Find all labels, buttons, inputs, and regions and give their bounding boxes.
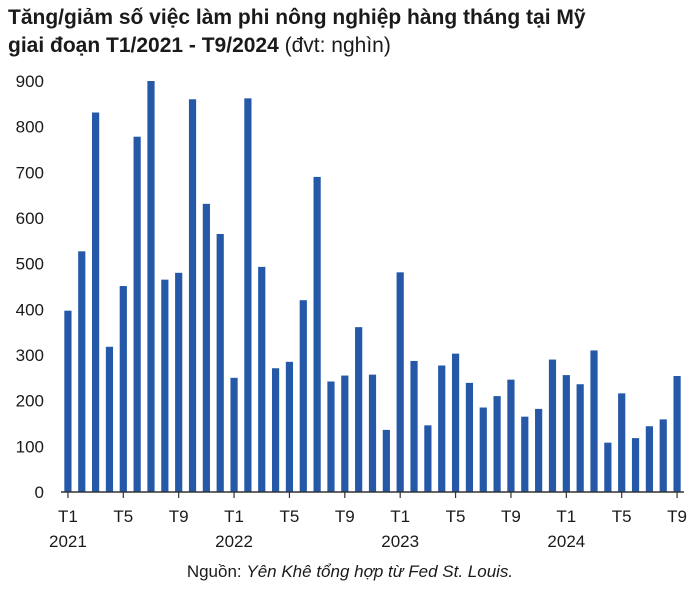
- bar: [659, 419, 667, 492]
- y-tick-label: 500: [16, 255, 44, 274]
- bar: [202, 203, 210, 492]
- x-tick-label: T1: [390, 507, 410, 526]
- bar: [590, 350, 598, 492]
- y-tick-label: 800: [16, 118, 44, 137]
- bar: [119, 286, 127, 492]
- chart-title: Tăng/giảm số việc làm phi nông nghiệp hà…: [8, 4, 698, 60]
- bar: [175, 272, 183, 492]
- bar: [451, 353, 460, 492]
- bar: [631, 438, 640, 492]
- x-tick-label: T9: [169, 507, 189, 526]
- bar: [645, 426, 653, 492]
- year-label: 2023: [381, 532, 419, 551]
- x-axis: T1 T5 T9 T1 T5 T9 T1 T5 T9 T1 T5 T9 2021 2022 2023 2024: [49, 491, 687, 551]
- bar: [64, 310, 72, 492]
- source-label: Nguồn:: [186, 562, 247, 581]
- bar: [258, 266, 266, 492]
- bar: [382, 429, 390, 492]
- bar: [438, 365, 446, 492]
- x-tick-label: T9: [335, 507, 355, 526]
- x-tick-label: T5: [113, 507, 133, 526]
- title-line1: Tăng/giảm số việc làm phi nông nghiệp hà…: [8, 6, 586, 29]
- bar: [562, 375, 570, 492]
- bar: [368, 374, 377, 492]
- y-tick-label: 900: [16, 72, 44, 91]
- bar: [396, 272, 404, 492]
- source-text: Yên Khê tổng hợp từ Fed St. Louis.: [246, 562, 514, 581]
- bar: [133, 136, 141, 492]
- x-tick-label: T9: [501, 507, 521, 526]
- title-period: giai đoạn T1/2021 - T9/2024: [8, 34, 279, 57]
- bar: [548, 359, 557, 492]
- bar: [465, 382, 474, 492]
- bar: [230, 377, 238, 492]
- x-tick-label: T5: [280, 507, 300, 526]
- bar: [161, 279, 169, 492]
- bar: [410, 360, 418, 492]
- y-tick-label: 600: [16, 209, 44, 228]
- year-label: 2024: [547, 532, 585, 551]
- bar: [479, 407, 487, 492]
- x-tick-label: T1: [58, 507, 78, 526]
- bar: [618, 393, 626, 492]
- x-tick-label: T1: [556, 507, 576, 526]
- year-label: 2021: [49, 532, 87, 551]
- bar: [521, 416, 529, 492]
- bar: [313, 176, 321, 492]
- year-label: 2022: [215, 532, 253, 551]
- y-axis: 0 100 200 300 400 500 600 700 800 900: [16, 72, 44, 502]
- y-tick-label: 100: [16, 437, 44, 456]
- bar: [576, 384, 584, 492]
- bar: [271, 368, 280, 492]
- bar: [424, 425, 432, 492]
- y-tick-label: 400: [16, 300, 44, 319]
- bar: [105, 346, 114, 492]
- bar: [355, 327, 363, 492]
- bar: [535, 408, 543, 492]
- bar: [244, 98, 252, 492]
- bar: [92, 112, 100, 492]
- bar: [78, 251, 86, 492]
- x-tick-label: T5: [612, 507, 632, 526]
- bar: [285, 361, 294, 492]
- bar: [341, 375, 349, 492]
- x-tick-label: T5: [446, 507, 466, 526]
- bar: [216, 233, 224, 493]
- bar: [507, 379, 515, 492]
- y-tick-label: 200: [16, 392, 44, 411]
- bars: [64, 81, 681, 493]
- bar: [493, 396, 501, 492]
- x-tick-label: T1: [224, 507, 244, 526]
- x-tick-label: T9: [667, 507, 687, 526]
- title-unit: (đvt: nghìn): [278, 34, 391, 57]
- bar: [604, 442, 612, 492]
- bar: [673, 376, 681, 492]
- y-tick-label: 300: [16, 346, 44, 365]
- bar: [188, 99, 197, 493]
- bar: [147, 81, 155, 492]
- bar: [327, 381, 335, 492]
- y-tick-label: 0: [35, 483, 44, 502]
- source-note: Nguồn: Yên Khê tổng hợp từ Fed St. Louis…: [0, 562, 700, 582]
- bar: [299, 300, 307, 492]
- y-tick-label: 700: [16, 163, 44, 182]
